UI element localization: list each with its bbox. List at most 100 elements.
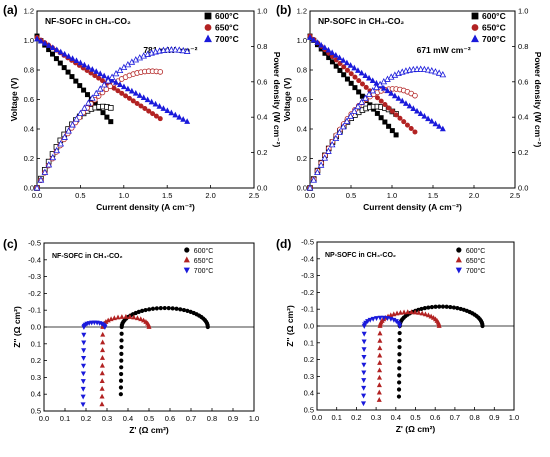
impedance-point [99, 378, 105, 384]
iv-point [132, 89, 139, 96]
impedance-point [100, 331, 106, 337]
impedance-point [377, 330, 383, 336]
power-point [108, 73, 116, 80]
power-point [107, 105, 114, 111]
iv-point [45, 42, 52, 48]
power-point [332, 134, 340, 142]
impedance-point [119, 351, 124, 356]
impedance-point [376, 374, 383, 380]
impedance-point [444, 304, 449, 309]
iv-point [65, 69, 71, 75]
legend-label: 650°C [482, 23, 506, 33]
y-tick-label: 1.2 [297, 7, 307, 16]
x-tick-label: 0.0 [305, 191, 315, 200]
iv-point [374, 95, 380, 101]
x-axis-label: Current density (A cm⁻²) [96, 202, 195, 212]
power-point [435, 69, 443, 76]
y-tick-label: 0.2 [304, 355, 314, 364]
iv-point [128, 87, 135, 94]
impedance-point [397, 359, 402, 364]
iv-point [341, 64, 347, 70]
impedance-point [100, 347, 106, 353]
legend-label: 600°C [482, 11, 506, 21]
impedance-point [81, 355, 87, 361]
impedance-point [147, 307, 152, 312]
legend: 600°C 650°C 700°C [455, 247, 485, 275]
impedance-point [89, 320, 95, 326]
iv-point [351, 64, 358, 71]
iv-point [344, 67, 350, 73]
iv-point [49, 44, 56, 51]
impedance-point [102, 325, 108, 330]
impedance-point [162, 305, 167, 311]
y2-tick-label: 0.0 [518, 184, 528, 193]
iv-point [100, 110, 106, 116]
x-tick-label: 1.0 [249, 414, 259, 423]
power-point [362, 94, 369, 101]
y-tick-label: -0.4 [28, 255, 41, 264]
x-tick-label: 0.4 [123, 414, 133, 423]
impedance-point [361, 393, 367, 399]
power-point [339, 123, 347, 130]
y-tick-label: 0.4 [31, 390, 41, 399]
impedance-point [405, 309, 411, 315]
impedance-point [80, 394, 86, 400]
x-tick-label: 0.2 [351, 413, 361, 422]
iv-point [318, 41, 325, 48]
x-tick-label: 0.3 [371, 413, 381, 422]
impedance-point [419, 306, 424, 312]
impedance-point [360, 401, 367, 407]
y2-tick-label: 0.8 [257, 42, 267, 51]
panel-label: (c) [3, 237, 18, 251]
x-tick-label: 0.6 [430, 413, 440, 422]
iv-point [157, 116, 163, 122]
legend-label: 700°C [482, 34, 506, 44]
iv-point [369, 77, 376, 84]
iv-point [329, 49, 336, 56]
impedance-point [118, 385, 124, 390]
y-tick-label: -0.5 [301, 238, 314, 247]
y-axis-label: Voltage (V) [9, 77, 19, 121]
impedance-point [361, 378, 367, 383]
impedance-point [80, 386, 86, 392]
x-tick-label: 0.5 [144, 414, 154, 423]
impedance-point [139, 308, 145, 313]
power-point [306, 184, 314, 191]
y-tick-label: 0.2 [24, 154, 34, 163]
impedance-point [377, 360, 383, 365]
power-point [73, 115, 80, 122]
impedance-point [397, 352, 402, 357]
iv-point [81, 87, 87, 93]
legend-marker [183, 267, 190, 274]
panel-d: (d) 0.0 0.1 0.2 0.3 0.4 0.5 0.6 0.7 0.8 0.9 1.0 -0.5… [276, 237, 519, 434]
iv-point [96, 75, 102, 81]
y-tick-label: 0.8 [297, 66, 307, 75]
iv-point [148, 98, 155, 105]
power-point [358, 98, 365, 105]
impedance-point [99, 401, 105, 407]
impedance-point [100, 339, 106, 345]
series-1 [34, 35, 164, 191]
power-point [172, 46, 179, 53]
y-tick-label: -0.4 [301, 254, 314, 263]
series-2 [80, 320, 108, 408]
iv-point [176, 113, 183, 120]
power-point [314, 168, 321, 176]
y-tick-label: -0.3 [28, 272, 41, 281]
legend-marker [471, 24, 479, 31]
iv-point [92, 73, 98, 79]
y-tick-label: 0.6 [24, 95, 34, 104]
iv-point [37, 37, 44, 44]
y2-tick-label: 0.6 [257, 77, 267, 86]
power-point [354, 102, 362, 110]
iv-point [344, 76, 350, 82]
x-tick-label: 0.8 [207, 414, 217, 423]
x-tick-label: 0.2 [81, 414, 91, 423]
x-tick-label: 0.7 [186, 414, 196, 423]
impedance-point [396, 394, 402, 399]
power-point [369, 87, 377, 94]
impedance-point [119, 365, 124, 370]
impedance-point [425, 312, 431, 318]
impedance-point [384, 316, 391, 321]
y-tick-label: 0.5 [31, 407, 41, 416]
